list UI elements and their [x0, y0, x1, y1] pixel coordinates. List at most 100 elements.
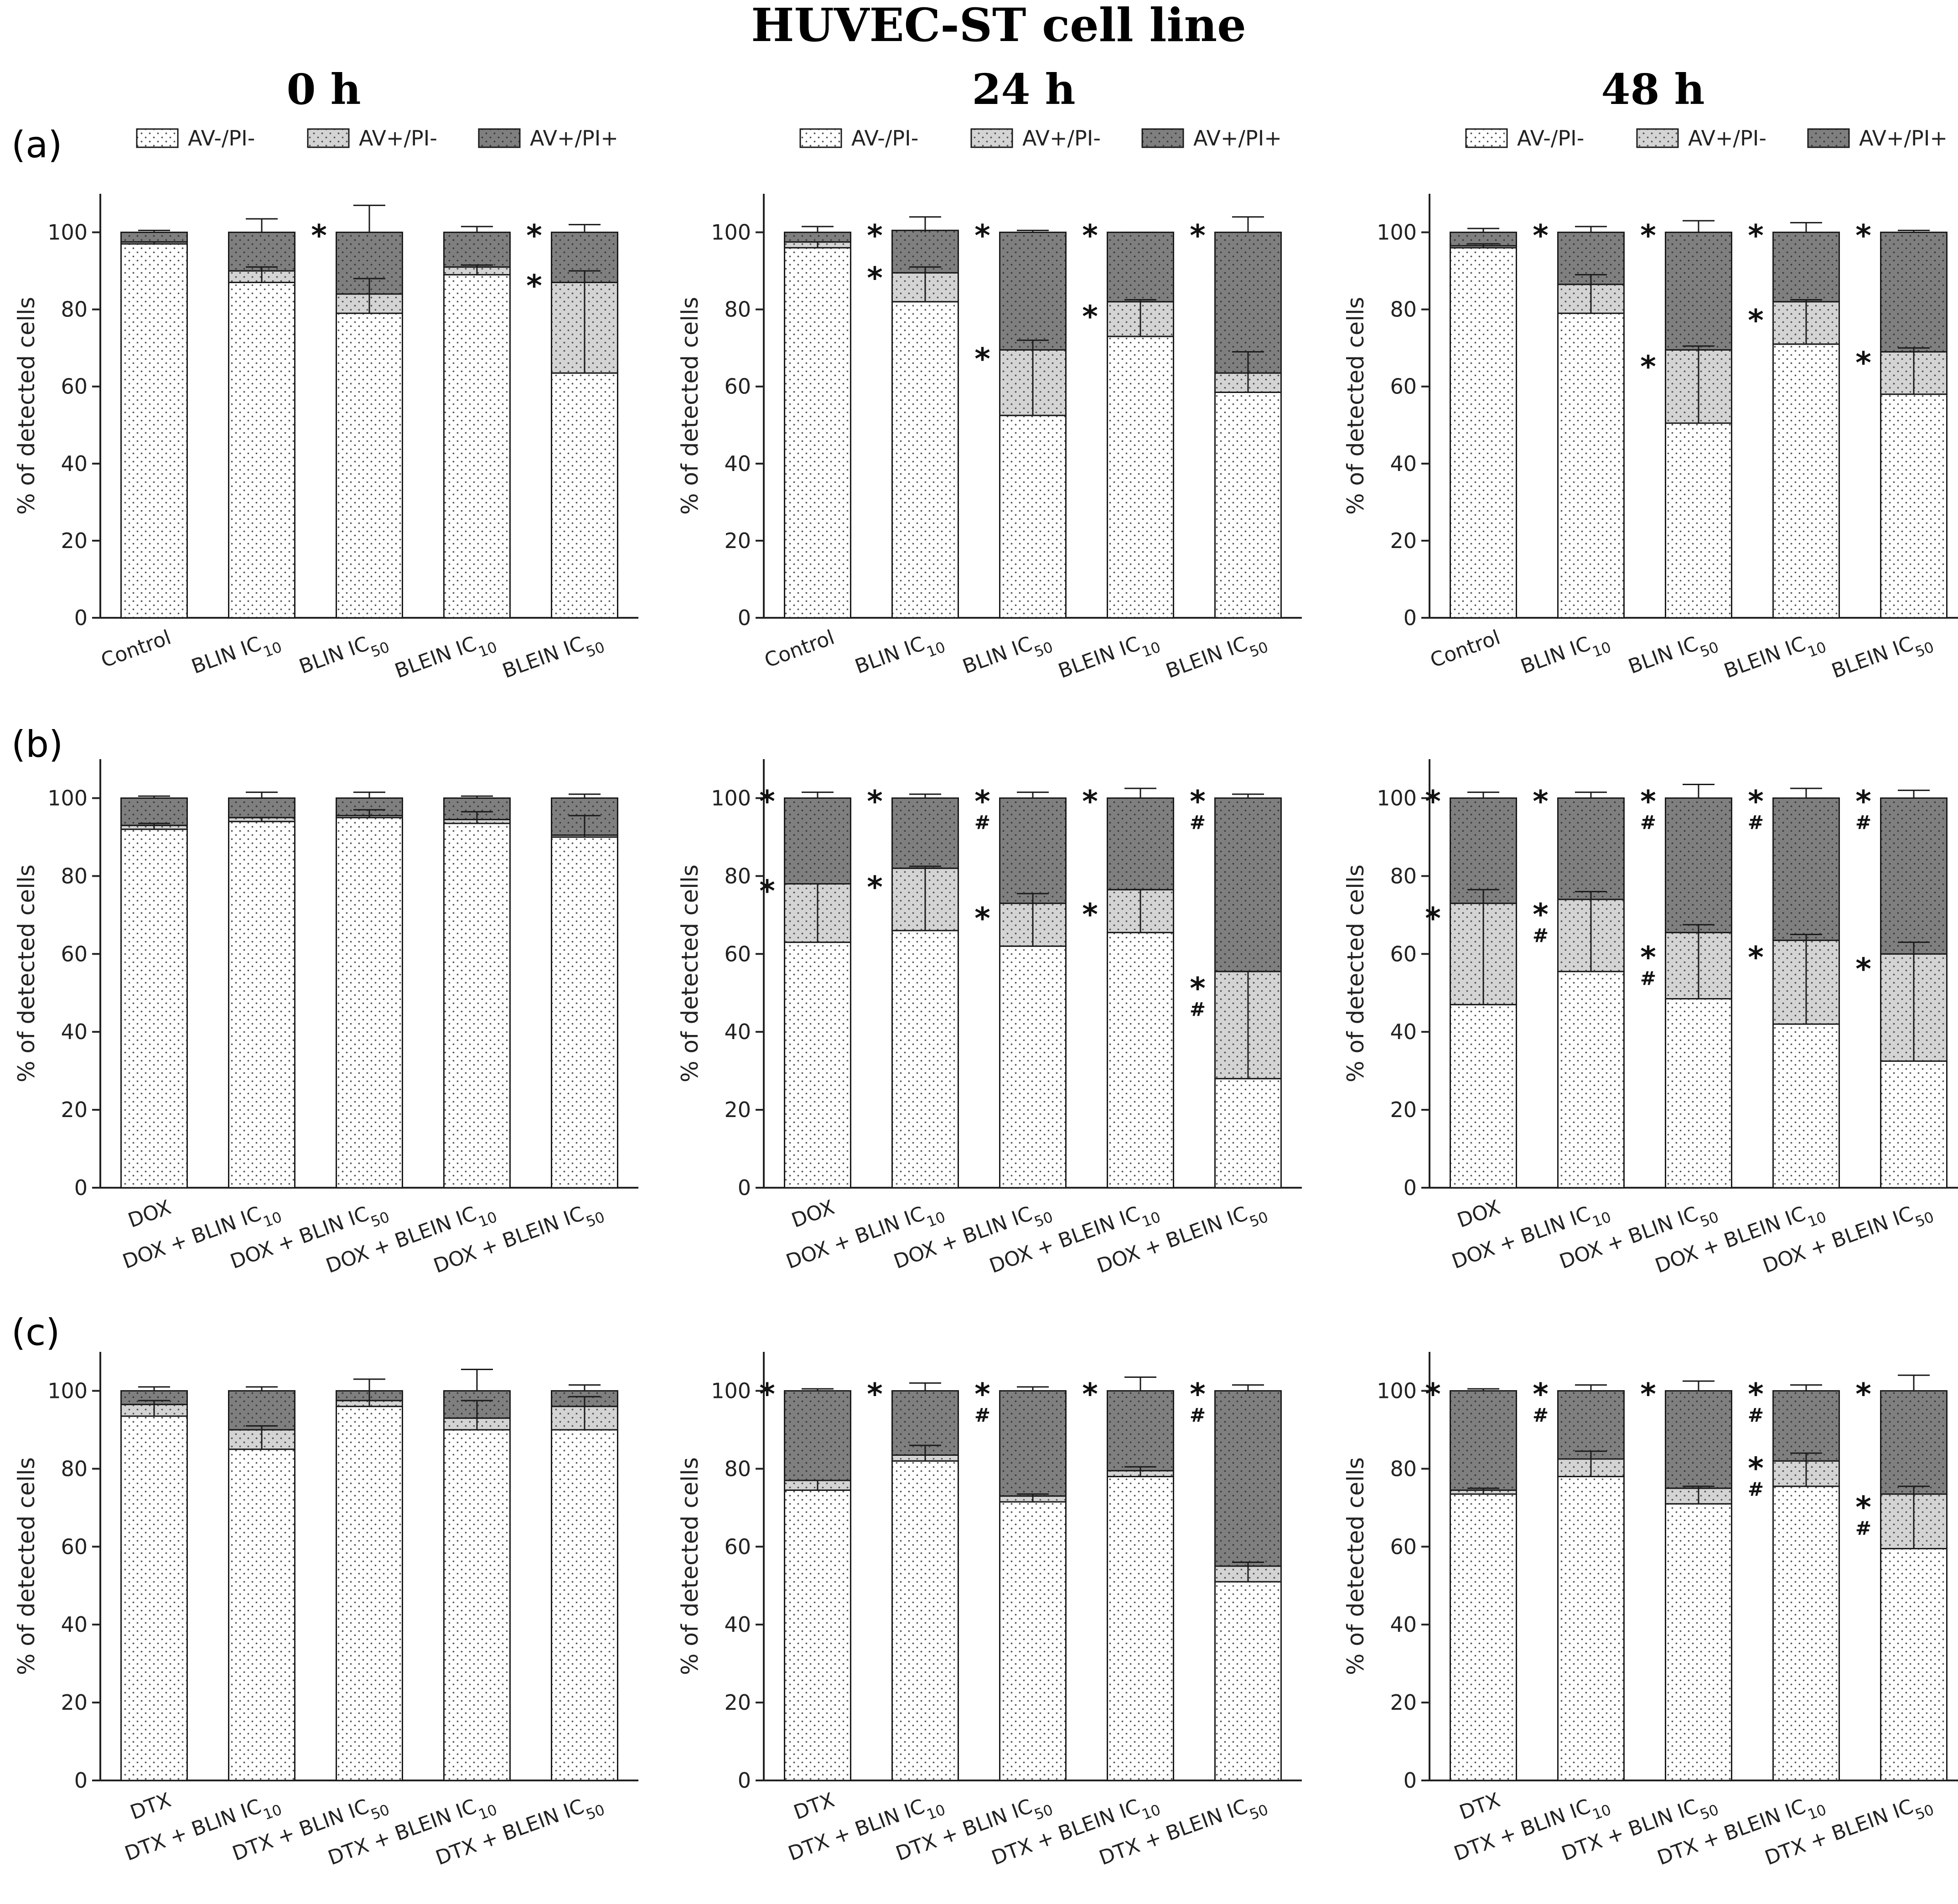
category-label: DOX	[788, 1195, 838, 1232]
significance-star: *	[311, 218, 327, 254]
significance-hash: #	[1533, 924, 1549, 947]
significance-star: *	[974, 784, 990, 819]
bar-segment	[784, 232, 851, 243]
bar-segment	[551, 836, 618, 1189]
legend-label: AV-/PI-	[1517, 126, 1584, 150]
bar-segment	[1450, 1390, 1517, 1491]
category-label: BLIN IC10	[852, 626, 948, 685]
category-label: Control	[761, 626, 838, 672]
category-label: BLIN IC50	[296, 626, 392, 685]
significance-star: *	[1640, 940, 1656, 975]
bar-segment	[1107, 1390, 1174, 1472]
y-tick-label: 20	[61, 1097, 88, 1122]
significance-star: *	[526, 268, 542, 303]
bar-segment	[120, 243, 188, 619]
significance-star: *	[759, 874, 775, 909]
y-tick-label: 60	[724, 374, 751, 399]
category-label: DTX	[791, 1788, 838, 1824]
bar-segment	[120, 1415, 188, 1781]
y-tick-label: 0	[74, 1175, 88, 1200]
category-label: BLEIN IC10	[1721, 626, 1829, 690]
bar-segment	[1880, 797, 1948, 955]
bar-segment	[1665, 422, 1732, 619]
bar-segment	[784, 942, 851, 1189]
bar-segment	[1214, 1078, 1282, 1189]
bar-segment	[336, 312, 403, 619]
significance-star: *	[1640, 784, 1656, 819]
y-tick-label: 20	[1390, 1097, 1417, 1122]
bar-segment	[120, 232, 188, 243]
y-tick-label: 20	[1390, 1690, 1417, 1715]
significance-hash: #	[974, 1404, 990, 1426]
bar-segment	[1214, 1390, 1282, 1567]
significance-hash: #	[1855, 1517, 1871, 1539]
bar-segment	[1772, 797, 1840, 941]
y-tick-label: 0	[1404, 1175, 1417, 1200]
y-axis-label: % of detected cells	[1342, 297, 1369, 515]
legend-swatch	[478, 128, 521, 148]
y-axis-label: % of detected cells	[13, 297, 40, 515]
significance-hash: #	[974, 811, 990, 833]
bar-segment	[336, 1406, 403, 1781]
y-tick-label: 80	[61, 864, 88, 888]
category-label: BLIN IC10	[1518, 626, 1613, 685]
significance-hash: #	[1533, 1404, 1549, 1426]
significance-star: *	[1190, 218, 1206, 254]
significance-star: *	[974, 218, 990, 254]
bar-segment	[1772, 1485, 1840, 1781]
bar-segment	[1214, 391, 1282, 619]
bar-segment	[228, 281, 295, 619]
bar-segment	[1214, 797, 1282, 973]
y-tick-label: 0	[738, 605, 751, 630]
significance-star: *	[1748, 940, 1764, 975]
y-tick-label: 80	[724, 1456, 751, 1481]
bar-segment	[891, 301, 959, 619]
bar-segment	[999, 414, 1067, 619]
legend-swatch	[799, 128, 842, 148]
bar-segment	[1880, 393, 1948, 619]
y-tick-label: 100	[47, 220, 88, 245]
category-label: BLEIN IC10	[1055, 626, 1163, 690]
bar-segment	[1107, 931, 1174, 1189]
bar-segment	[1107, 1475, 1174, 1781]
significance-star: *	[1855, 784, 1871, 819]
y-tick-label: 0	[1404, 1768, 1417, 1793]
y-tick-label: 80	[724, 864, 751, 888]
legend-label: AV+/PI+	[1859, 126, 1948, 150]
legend-swatch	[307, 128, 350, 148]
significance-hash: #	[1748, 1404, 1764, 1426]
y-tick-label: 100	[711, 1378, 751, 1403]
y-tick-label: 60	[1390, 374, 1417, 399]
y-tick-label: 0	[738, 1175, 751, 1200]
category-label: DOX	[125, 1195, 174, 1232]
significance-star: *	[1533, 1376, 1549, 1412]
y-tick-label: 40	[724, 1019, 751, 1044]
y-axis-label: % of detected cells	[677, 864, 703, 1082]
y-tick-label: 80	[724, 297, 751, 322]
chart-a-0h: 0 20 40 60 80 100 % of detected cells AV-/PI- AV…	[13, 126, 638, 690]
y-tick-label: 100	[47, 1378, 88, 1403]
significance-hash: #	[1190, 811, 1206, 833]
bar-segment	[1557, 1390, 1625, 1460]
bar-segment	[1880, 1390, 1948, 1495]
bar-segment	[1214, 1581, 1282, 1781]
bar-segment	[120, 828, 188, 1189]
y-tick-label: 100	[711, 786, 751, 810]
significance-star: *	[1082, 897, 1098, 932]
significance-star: *	[1190, 1376, 1206, 1412]
bar-segment	[784, 1489, 851, 1781]
significance-hash: #	[1855, 811, 1871, 833]
bar-segment	[1107, 232, 1174, 303]
significance-star: *	[1533, 784, 1549, 819]
significance-star: *	[1748, 1376, 1764, 1412]
y-tick-label: 40	[61, 451, 88, 476]
y-tick-label: 40	[61, 1612, 88, 1637]
bar-segment	[891, 797, 959, 869]
y-tick-label: 60	[724, 1534, 751, 1559]
significance-star: *	[1640, 349, 1656, 384]
y-tick-label: 40	[724, 1612, 751, 1637]
bar-segment	[999, 1390, 1067, 1497]
bar-segment	[551, 372, 618, 619]
significance-star: *	[867, 869, 883, 905]
charts-container: 0 20 40 60 80 100 % of detected cells AV-/PI- AV…	[13, 126, 1958, 1877]
